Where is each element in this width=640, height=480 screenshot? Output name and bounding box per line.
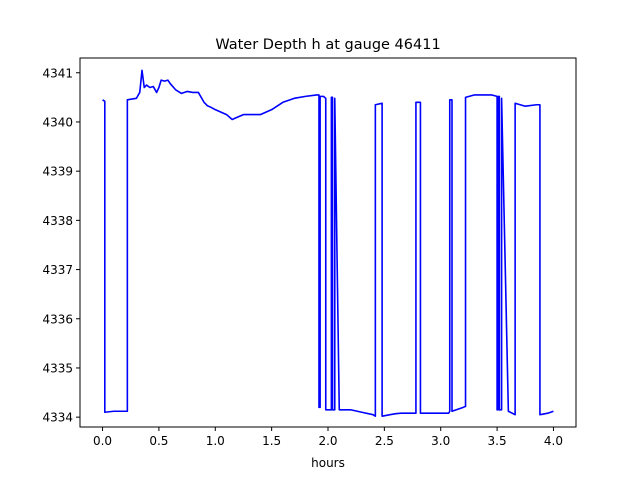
y-tick-label: 4334 (42, 411, 73, 425)
x-tick-label: 0.0 (93, 434, 112, 448)
chart-title: Water Depth h at gauge 46411 (215, 37, 440, 53)
y-tick-label: 4339 (42, 165, 73, 179)
series-layer (102, 69, 554, 417)
y-tick-label: 4337 (42, 263, 73, 277)
series-line-0 (102, 69, 554, 417)
y-tick-label: 4340 (42, 115, 73, 129)
x-tick-label: 3.5 (488, 434, 507, 448)
x-tick-label: 2.5 (375, 434, 394, 448)
y-tick-label: 4336 (42, 312, 73, 326)
y-axis: 4334 4335 4336 4337 4338 4339 4340 4341 (42, 66, 80, 425)
x-tick-label: 2.0 (318, 434, 337, 448)
x-tick-label: 3.0 (431, 434, 450, 448)
x-tick-label: 0.5 (149, 434, 168, 448)
x-tick-label: 1.0 (206, 434, 225, 448)
y-tick-label: 4338 (42, 214, 73, 228)
y-tick-label: 4341 (42, 66, 73, 80)
x-tick-label: 4.0 (544, 434, 563, 448)
y-tick-label: 4335 (42, 361, 73, 375)
x-axis: 0.0 0.5 1.0 1.5 2.0 2.5 3.0 3.5 4.0 (93, 427, 563, 448)
x-axis-label: hours (311, 456, 345, 470)
x-tick-label: 1.5 (262, 434, 281, 448)
